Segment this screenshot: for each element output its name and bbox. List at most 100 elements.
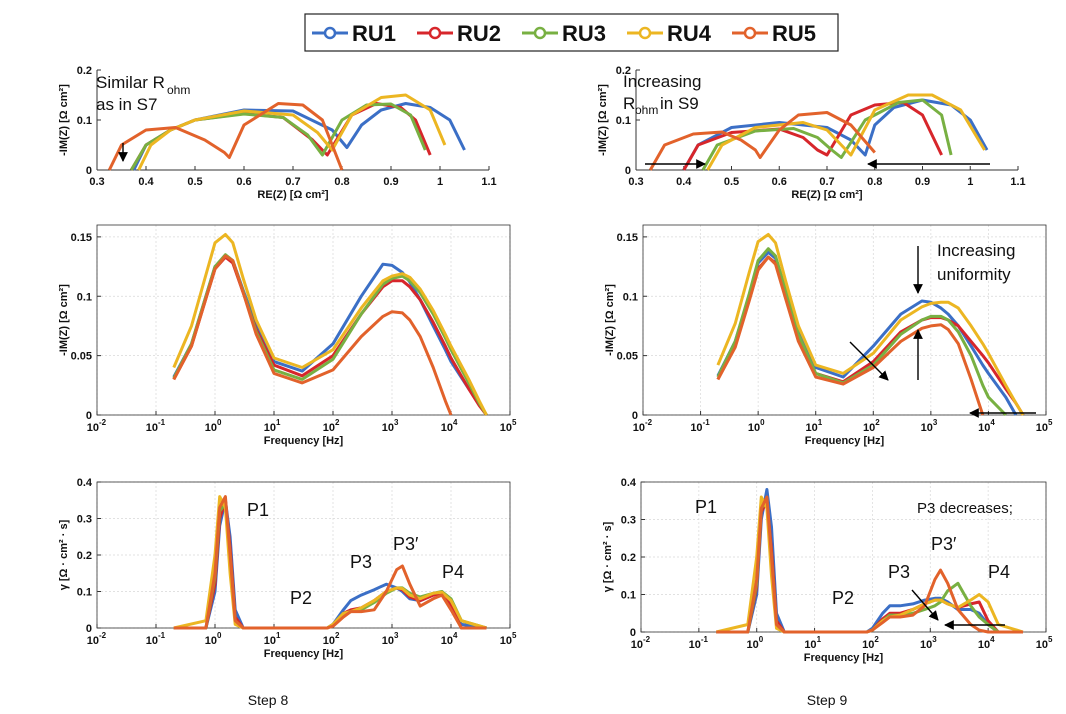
- x-tick-exponent: -2: [645, 418, 653, 427]
- x-tick-label: 10: [1036, 422, 1048, 434]
- x-tick-exponent: 4: [990, 635, 995, 644]
- series-line: [172, 233, 488, 416]
- x-tick-exponent: 3: [394, 418, 399, 427]
- x-tick-exponent: 5: [512, 418, 517, 427]
- x-tick-exponent: -2: [99, 631, 107, 640]
- caption: Step 9: [807, 692, 848, 708]
- x-tick-label: 10: [205, 635, 217, 647]
- y-tick-label: 0.15: [617, 232, 638, 244]
- annotation: P2: [290, 588, 312, 608]
- x-tick-label: 10: [746, 639, 758, 651]
- y-axis-label: γ [Ω · cm² · s]: [58, 519, 70, 590]
- annotation: P1: [247, 500, 269, 520]
- x-tick-exponent: 4: [453, 418, 458, 427]
- x-tick-label: 1.1: [481, 176, 496, 188]
- chart: 0 0.1 0.2 0.3 0.4 0.5 0.6 0.7 0.8 0.9 1 1.1 RE(Z) [Ω…: [58, 65, 497, 201]
- y-tick-label: 0: [632, 410, 638, 422]
- y-tick-label: 0: [86, 410, 92, 422]
- series-line: [716, 488, 1023, 634]
- annotation: P3′: [393, 534, 419, 554]
- x-tick-label: 10: [264, 635, 276, 647]
- x-tick-label: 10: [748, 422, 760, 434]
- y-tick-label: 0.05: [617, 351, 638, 363]
- x-tick-label: 10: [978, 639, 990, 651]
- x-tick-label: 10: [1036, 639, 1048, 651]
- y-tick-label: 0.2: [77, 65, 92, 77]
- x-tick-label: 1: [967, 176, 973, 188]
- x-axis-label: Frequency [Hz]: [264, 648, 344, 660]
- legend-label: RU1: [352, 21, 396, 46]
- x-tick-exponent: 0: [760, 418, 765, 427]
- x-tick-exponent: 2: [874, 635, 879, 644]
- x-tick-label: 10: [264, 422, 276, 434]
- y-tick-label: 0.1: [623, 291, 638, 303]
- annotation: P3 decreases;: [917, 500, 1013, 517]
- x-tick-label: 0.4: [138, 176, 154, 188]
- annotation: P3: [888, 562, 910, 582]
- series-line: [716, 255, 985, 416]
- x-tick-exponent: -1: [703, 418, 711, 427]
- legend-label: RU4: [667, 21, 712, 46]
- x-tick-exponent: 1: [817, 635, 822, 644]
- x-tick-exponent: 0: [759, 635, 764, 644]
- annotation: P3′: [931, 534, 957, 554]
- plot-area: [97, 225, 510, 415]
- y-tick-label: 0.2: [621, 552, 636, 564]
- y-tick-label: 0.4: [621, 477, 637, 489]
- x-tick-label: 0.8: [867, 176, 882, 188]
- y-tick-label: 0: [630, 627, 636, 639]
- annotation: Increasing: [937, 241, 1015, 260]
- x-tick-label: 0.8: [334, 176, 349, 188]
- y-tick-label: 0.05: [71, 351, 92, 363]
- x-tick-label: 10: [805, 422, 817, 434]
- series-line: [716, 233, 1025, 416]
- x-tick-exponent: 3: [933, 418, 938, 427]
- annotation: R: [623, 94, 635, 113]
- x-tick-label: 1.1: [1010, 176, 1025, 188]
- x-axis-label: Frequency [Hz]: [264, 435, 344, 447]
- y-tick-label: 0.1: [616, 115, 631, 127]
- x-tick-label: 0.3: [628, 176, 643, 188]
- annotation: P4: [442, 562, 464, 582]
- y-tick-label: 0.1: [621, 590, 636, 602]
- y-tick-label: 0.2: [616, 65, 631, 77]
- x-axis-label: Frequency [Hz]: [804, 652, 884, 664]
- x-tick-exponent: 2: [335, 631, 340, 640]
- legend: RU1 RU2 RU3 RU4 RU5: [312, 21, 816, 46]
- x-tick-exponent: 5: [512, 631, 517, 640]
- arrow: [849, 341, 889, 381]
- caption: Step 8: [248, 692, 289, 708]
- x-tick-label: 10: [323, 422, 335, 434]
- x-tick-label: 10: [862, 639, 874, 651]
- x-axis-label: RE(Z) [Ω cm²]: [791, 189, 862, 201]
- y-tick-label: 0.15: [71, 232, 92, 244]
- x-tick-label: 10: [382, 422, 394, 434]
- x-tick-exponent: 5: [1048, 418, 1053, 427]
- x-tick-label: 10: [978, 422, 990, 434]
- x-tick-label: 10: [323, 635, 335, 647]
- x-axis-label: RE(Z) [Ω cm²]: [257, 189, 328, 201]
- x-tick-label: 1: [437, 176, 443, 188]
- x-tick-label: 10: [863, 422, 875, 434]
- x-tick-label: 0.5: [187, 176, 202, 188]
- legend-marker: [533, 26, 547, 40]
- series-line: [137, 93, 447, 171]
- series-line: [648, 111, 876, 171]
- annotation: P3: [350, 552, 372, 572]
- x-tick-label: 10: [146, 635, 158, 647]
- x-tick-exponent: 4: [990, 418, 995, 427]
- x-tick-label: 10: [382, 635, 394, 647]
- series-line: [107, 102, 344, 171]
- x-tick-exponent: 1: [276, 418, 281, 427]
- y-axis-label: γ [Ω · cm² · s]: [602, 521, 614, 592]
- x-tick-label: 0.6: [772, 176, 787, 188]
- x-tick-exponent: -1: [701, 635, 709, 644]
- x-tick-exponent: 0: [217, 418, 222, 427]
- annotation: as in S7: [96, 95, 157, 114]
- plot-area: [97, 70, 489, 170]
- x-tick-exponent: -2: [643, 635, 651, 644]
- y-tick-label: 0.2: [77, 550, 92, 562]
- series-line: [172, 254, 453, 416]
